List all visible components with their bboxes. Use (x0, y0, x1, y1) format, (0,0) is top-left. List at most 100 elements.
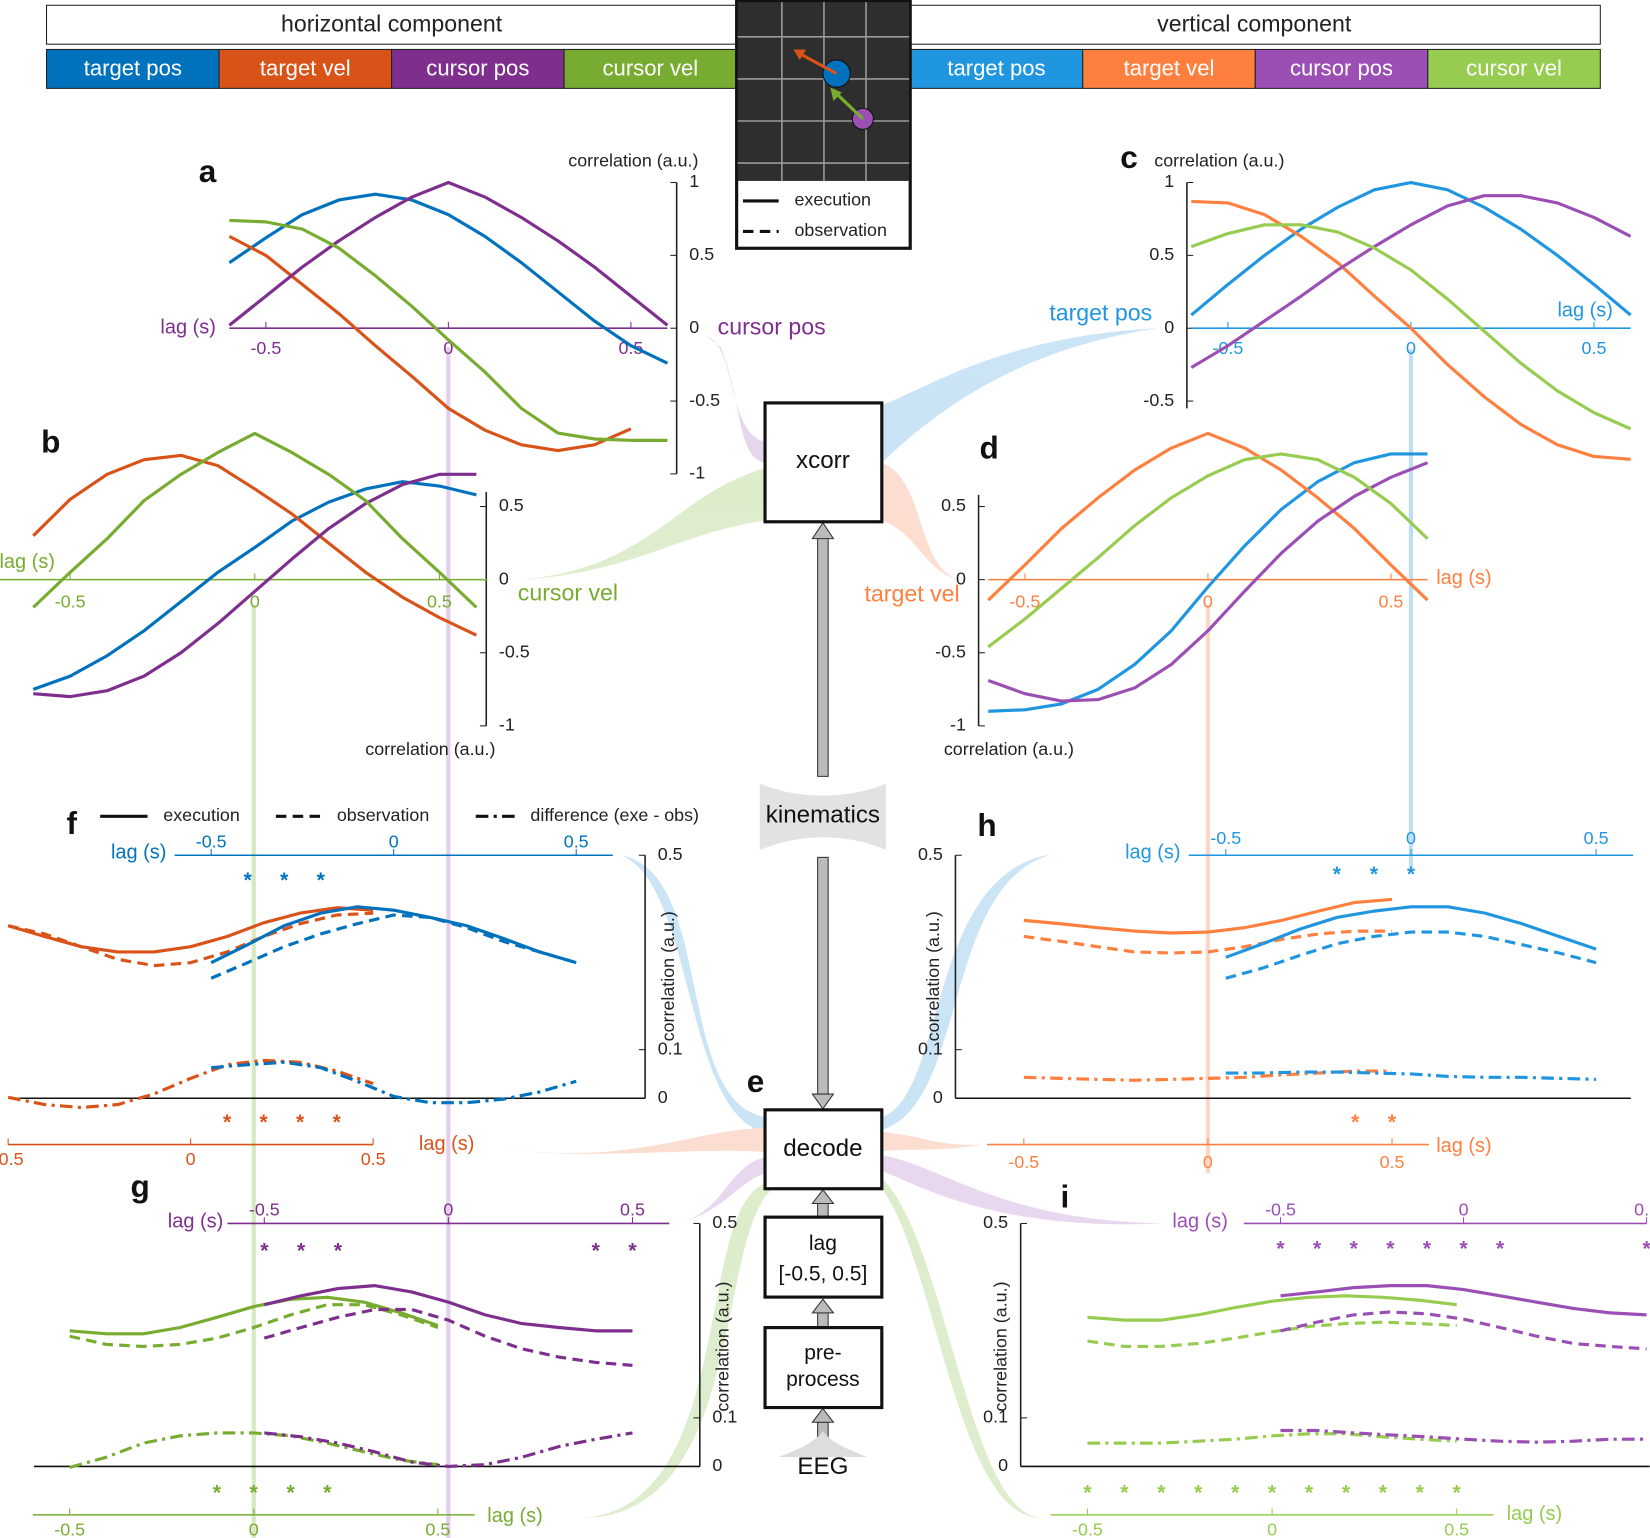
y-tick-label: -1 (950, 715, 966, 735)
series-line (228, 180, 669, 327)
arrowhead (830, 87, 842, 101)
ribbon (707, 336, 766, 463)
significance-star: * (334, 1239, 343, 1262)
box-label: xcorr (796, 447, 850, 474)
series-line (263, 1284, 633, 1333)
ribbon (881, 1155, 1163, 1225)
header-title: vertical component (1157, 10, 1352, 36)
reference-label: cursor vel (518, 579, 618, 605)
y-tick-label: 0 (956, 568, 966, 588)
header-cell-label: target pos (947, 55, 1045, 80)
y-tick-label: 0.5 (658, 844, 683, 864)
series-line (211, 1060, 577, 1105)
reference-label: cursor pos (718, 313, 826, 339)
y-axis-label: correlation (a.u.) (713, 1281, 733, 1411)
significance-star: * (1459, 1237, 1468, 1260)
box-label: decode (783, 1135, 862, 1162)
series-line (1190, 180, 1632, 317)
series-line (1225, 905, 1597, 959)
x-axis-label: lag (s) (1125, 841, 1180, 863)
panel-label: f (67, 805, 78, 841)
y-tick-label: 0 (1164, 317, 1174, 337)
x-tick-label: 0 (1203, 1152, 1213, 1172)
series-line (7, 911, 374, 968)
y-axis-label: correlation (a.u.) (658, 911, 678, 1041)
significance-star: * (1350, 1237, 1359, 1260)
legend-label: execution (794, 190, 871, 210)
lag-box (763, 1215, 884, 1299)
series-line (1023, 1069, 1393, 1082)
y-tick-label: 0 (658, 1087, 668, 1107)
guides (251, 347, 1414, 1538)
ribbon (881, 328, 1158, 463)
panel-label: d (979, 430, 998, 466)
box-label: pre- (804, 1341, 841, 1364)
x-axis-label: lag (s) (1436, 567, 1491, 589)
y-tick-label: 0.1 (658, 1038, 683, 1058)
x-tick-label: -0.5 (1009, 592, 1040, 612)
y-axis-label: correlation (a.u.) (568, 151, 698, 171)
x-tick-label: 0 (250, 592, 260, 612)
arrowhead (811, 521, 835, 540)
significance-star: * (323, 1481, 332, 1504)
y-tick-label: 0.5 (1149, 244, 1174, 264)
kinematics-lens (759, 783, 887, 851)
series-line (69, 1295, 439, 1336)
ribbon (881, 854, 1053, 1130)
series-line (263, 1307, 633, 1367)
significance-star: * (286, 1481, 295, 1504)
arrowhead (811, 1093, 835, 1110)
series-line (1023, 929, 1393, 955)
arrow (801, 53, 838, 76)
legend-label: difference (exe - obs) (530, 805, 699, 825)
panel-label: i (1060, 1179, 1069, 1215)
panel-label: c (1120, 139, 1138, 175)
arrow-shaft (817, 856, 829, 1096)
panel-label: g (131, 1168, 150, 1204)
reference-label: target pos (1049, 300, 1152, 326)
x-tick-label: -0.5 (1072, 1519, 1103, 1538)
x-tick-label: -0.5 (54, 1519, 85, 1538)
header-cell (1427, 48, 1601, 89)
series-line (229, 218, 668, 442)
x-tick-label: 0.5 (620, 1200, 645, 1220)
series-line (1225, 1070, 1597, 1081)
significance-star: * (260, 1239, 269, 1262)
legend-label: observation (337, 805, 429, 825)
header-cell (563, 48, 738, 89)
ribbon (484, 1127, 766, 1154)
y-axis-label: correlation (a.u.) (990, 1281, 1010, 1411)
y-tick-label: -0.5 (499, 641, 530, 661)
x-axis-label: lag (s) (1436, 1135, 1491, 1157)
series-line (69, 1303, 439, 1349)
series-line (264, 1431, 633, 1469)
y-axis-label: correlation (a.u.) (923, 911, 943, 1041)
x-tick-label: 0.5 (1444, 1519, 1469, 1538)
box-label: [-0.5, 0.5] (778, 1263, 867, 1286)
x-axis-label: lag (s) (111, 841, 166, 863)
x-tick-label: 0.5 (425, 1519, 450, 1538)
significance-star: * (1423, 1237, 1432, 1260)
series-line (210, 913, 577, 980)
y-tick-label: -1 (499, 715, 515, 735)
ribbon (584, 1183, 774, 1519)
significance-star: * (1313, 1237, 1322, 1260)
x-tick-label: 0.5 (564, 831, 589, 851)
series-line (32, 453, 478, 637)
y-tick-label: 0.1 (983, 1407, 1008, 1427)
header-cell (1254, 48, 1429, 89)
series-line (1087, 1294, 1457, 1322)
significance-star: * (1388, 1111, 1397, 1134)
header-cell (909, 48, 1084, 89)
ribbon (881, 1178, 1042, 1519)
significance-star: * (213, 1481, 222, 1504)
decoding-legend: execution observation difference (exe - ob… (100, 805, 699, 825)
significance-star: * (1379, 1481, 1388, 1504)
series-line (1191, 199, 1631, 461)
series-line (1225, 930, 1597, 980)
series-line (988, 452, 1428, 713)
significance-star: * (280, 869, 289, 892)
series-line (32, 480, 477, 691)
